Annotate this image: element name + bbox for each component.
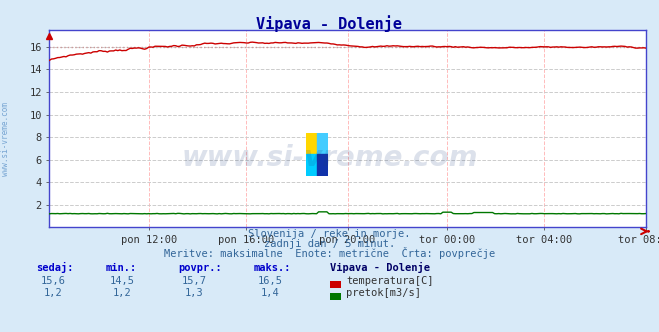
Text: Slovenija / reke in morje.: Slovenija / reke in morje. bbox=[248, 229, 411, 239]
Polygon shape bbox=[306, 133, 317, 154]
Text: 1,2: 1,2 bbox=[43, 288, 62, 298]
Polygon shape bbox=[317, 154, 328, 176]
Text: Vipava - Dolenje: Vipava - Dolenje bbox=[330, 262, 430, 273]
Text: temperatura[C]: temperatura[C] bbox=[346, 276, 434, 286]
Text: sedaj:: sedaj: bbox=[36, 262, 74, 273]
Text: 1,2: 1,2 bbox=[113, 288, 131, 298]
Text: pretok[m3/s]: pretok[m3/s] bbox=[346, 288, 421, 298]
Text: www.si-vreme.com: www.si-vreme.com bbox=[1, 103, 10, 176]
Polygon shape bbox=[317, 133, 328, 154]
Text: 1,3: 1,3 bbox=[185, 288, 204, 298]
Text: Vipava - Dolenje: Vipava - Dolenje bbox=[256, 15, 403, 32]
Text: 14,5: 14,5 bbox=[109, 276, 134, 286]
Polygon shape bbox=[306, 154, 317, 176]
Text: 1,4: 1,4 bbox=[261, 288, 279, 298]
Text: Meritve: maksimalne  Enote: metrične  Črta: povprečje: Meritve: maksimalne Enote: metrične Črta… bbox=[164, 247, 495, 259]
Text: 15,7: 15,7 bbox=[182, 276, 207, 286]
Text: zadnji dan / 5 minut.: zadnji dan / 5 minut. bbox=[264, 239, 395, 249]
Text: 16,5: 16,5 bbox=[258, 276, 283, 286]
Text: www.si-vreme.com: www.si-vreme.com bbox=[181, 144, 478, 172]
Text: 15,6: 15,6 bbox=[40, 276, 65, 286]
Text: povpr.:: povpr.: bbox=[178, 263, 221, 273]
Text: min.:: min.: bbox=[105, 263, 136, 273]
Text: maks.:: maks.: bbox=[254, 263, 291, 273]
